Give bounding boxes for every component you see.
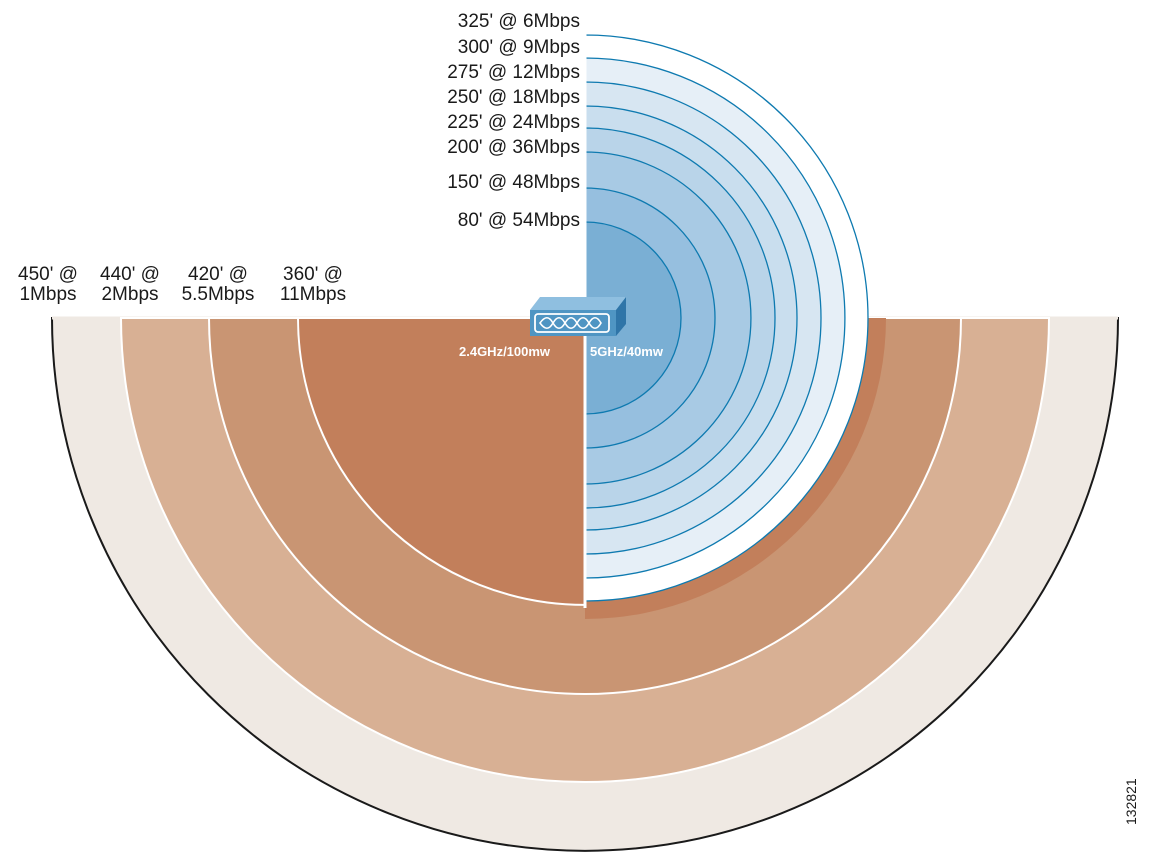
ring-distance: 360' @ <box>283 264 343 285</box>
ring-rate: 2Mbps <box>101 284 159 305</box>
access-point-icon <box>530 297 626 336</box>
ring-label-11mbps: 360' @ 11Mbps <box>268 265 358 305</box>
ring-distance: 450' @ <box>18 264 78 285</box>
coverage-ring-5ghz <box>584 221 682 415</box>
ring-label-36mbps: 200' @ 36Mbps <box>447 137 580 158</box>
ring-label-5-5mbps: 420' @ 5.5Mbps <box>173 265 263 305</box>
ring-label-18mbps: 250' @ 18Mbps <box>447 87 580 108</box>
ring-rate: 1Mbps <box>19 284 77 305</box>
ring-label-9mbps: 300' @ 9Mbps <box>457 37 580 58</box>
ring-distance: 440' @ <box>100 264 160 285</box>
figure-number: 132821 <box>1123 778 1139 825</box>
ring-label-54mbps: 80' @ 54Mbps <box>457 210 580 231</box>
ring-label-48mbps: 150' @ 48Mbps <box>447 172 580 193</box>
ring-label-12mbps: 275' @ 12Mbps <box>447 62 580 83</box>
ring-label-24mbps: 225' @ 24Mbps <box>447 112 580 133</box>
band-label-5ghz: 5GHz/40mw <box>590 344 663 359</box>
ring-label-2mbps: 440' @ 2Mbps <box>90 265 170 305</box>
band-label-2-4ghz: 2.4GHz/100mw <box>459 344 551 359</box>
ring-rate: 5.5Mbps <box>181 284 255 305</box>
ring-distance: 420' @ <box>188 264 248 285</box>
ring-label-1mbps: 450' @ 1Mbps <box>8 265 88 305</box>
ring-label-6mbps: 325' @ 6Mbps <box>457 11 580 32</box>
band-5ghz-rings <box>583 18 869 608</box>
ring-rate: 11Mbps <box>279 284 347 305</box>
